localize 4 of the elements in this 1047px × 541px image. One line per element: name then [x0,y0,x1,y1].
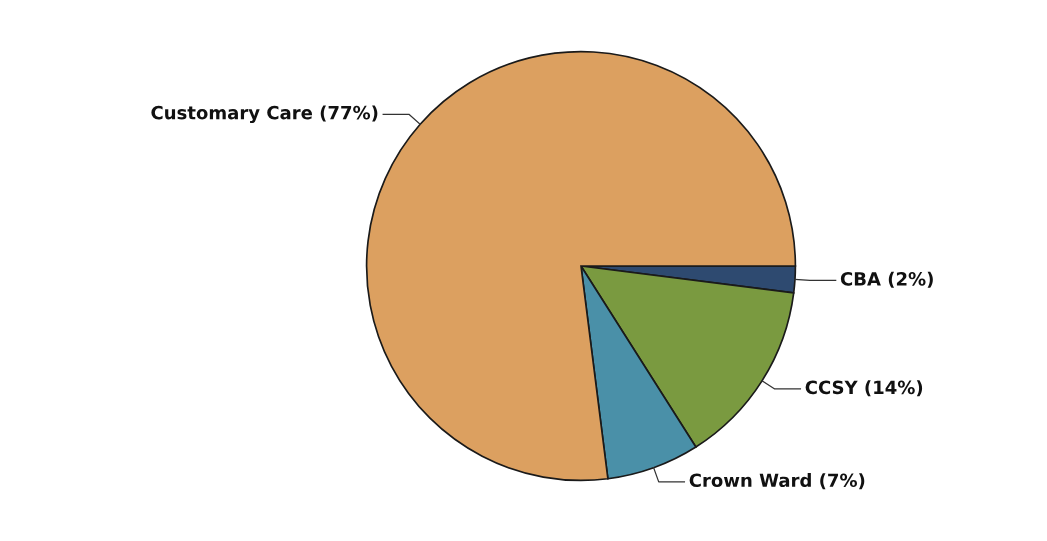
slice-label: Crown Ward (7%) [689,473,865,490]
slice-label: CBA (2%) [840,271,933,288]
slice-label: CCSY (14%) [805,380,923,397]
slice-label: Customary Care (77%) [151,105,378,124]
